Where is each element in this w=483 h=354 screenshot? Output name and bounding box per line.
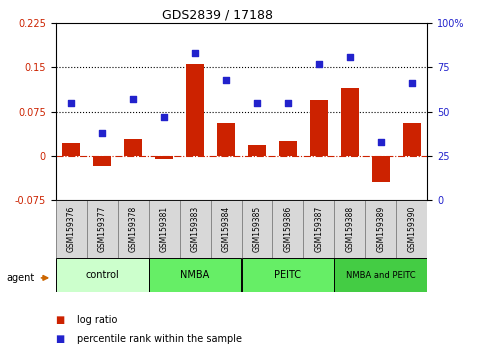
Text: log ratio: log ratio: [77, 315, 118, 325]
Point: [222, 77, 230, 82]
Bar: [155, 156, 173, 159]
Point: [315, 61, 323, 67]
Text: control: control: [85, 270, 119, 280]
Text: percentile rank within the sample: percentile rank within the sample: [77, 334, 242, 344]
Bar: [372, 156, 390, 182]
Text: NMBA and PEITC: NMBA and PEITC: [346, 271, 416, 280]
Text: GSM159384: GSM159384: [222, 206, 230, 252]
Text: GSM159378: GSM159378: [128, 206, 138, 252]
Bar: [56, 258, 149, 292]
Text: ■: ■: [56, 334, 65, 344]
Point: [408, 80, 416, 86]
Bar: [117, 200, 149, 258]
Bar: [93, 156, 112, 166]
Point: [67, 100, 75, 105]
Text: GSM159388: GSM159388: [345, 206, 355, 252]
Text: ■: ■: [56, 315, 65, 325]
Point: [98, 130, 106, 136]
Text: GSM159385: GSM159385: [253, 206, 261, 252]
Bar: [124, 139, 142, 156]
Bar: [366, 200, 397, 258]
Bar: [186, 64, 204, 156]
Bar: [62, 143, 80, 156]
Text: NMBA: NMBA: [180, 270, 210, 280]
Bar: [303, 200, 334, 258]
Text: GDS2839 / 17188: GDS2839 / 17188: [162, 9, 273, 22]
Bar: [272, 200, 303, 258]
Point: [253, 100, 261, 105]
Bar: [242, 200, 272, 258]
Text: GSM159389: GSM159389: [376, 206, 385, 252]
Point: [377, 139, 385, 144]
Point: [129, 96, 137, 102]
Text: GSM159387: GSM159387: [314, 206, 324, 252]
Text: GSM159386: GSM159386: [284, 206, 293, 252]
Point: [191, 50, 199, 56]
Bar: [211, 200, 242, 258]
Bar: [334, 258, 427, 292]
Bar: [341, 88, 359, 156]
Bar: [180, 200, 211, 258]
Text: GSM159390: GSM159390: [408, 206, 416, 252]
Bar: [217, 123, 235, 156]
Bar: [149, 258, 242, 292]
Point: [346, 54, 354, 59]
Bar: [149, 200, 180, 258]
Text: GSM159383: GSM159383: [190, 206, 199, 252]
Text: PEITC: PEITC: [274, 270, 301, 280]
Text: GSM159381: GSM159381: [159, 206, 169, 252]
Bar: [56, 200, 86, 258]
Bar: [86, 200, 117, 258]
Bar: [279, 141, 297, 156]
Point: [160, 114, 168, 120]
Point: [284, 100, 292, 105]
Text: GSM159376: GSM159376: [67, 206, 75, 252]
Text: agent: agent: [6, 273, 34, 283]
Bar: [242, 258, 334, 292]
Bar: [334, 200, 366, 258]
Bar: [403, 123, 421, 156]
Text: GSM159377: GSM159377: [98, 206, 107, 252]
Bar: [248, 145, 266, 156]
Bar: [310, 100, 328, 156]
Bar: [397, 200, 427, 258]
